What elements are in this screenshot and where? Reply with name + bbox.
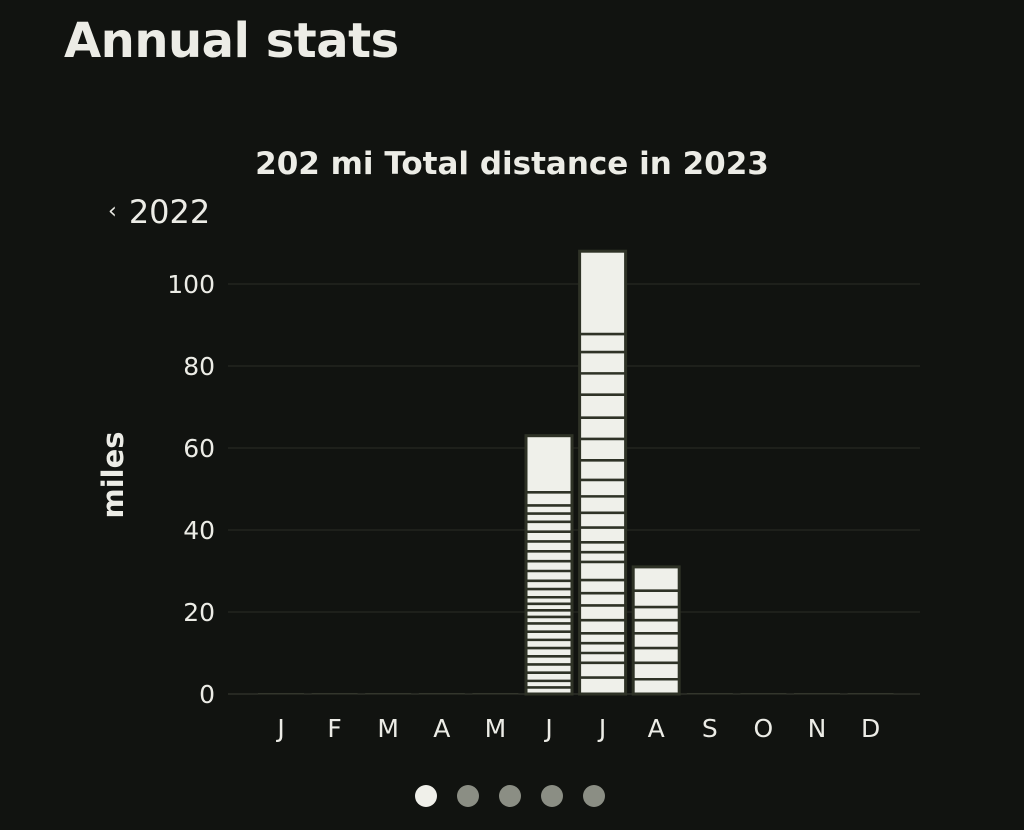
- bar: [578, 249, 628, 696]
- bar-group: [418, 693, 465, 695]
- x-tick-label: D: [861, 714, 880, 743]
- bar: [524, 434, 574, 696]
- bar-group: [365, 693, 412, 695]
- page-dot[interactable]: [499, 785, 521, 807]
- bar: [311, 693, 358, 695]
- x-tick-label: M: [377, 714, 399, 743]
- y-tick-label: 100: [167, 270, 215, 299]
- chart-title: 202 mi Total distance in 2023: [255, 146, 769, 182]
- bar: [686, 693, 733, 695]
- x-tick-label: J: [275, 714, 284, 743]
- chevron-left-icon: ‹: [108, 199, 117, 224]
- bar-group: [472, 693, 519, 695]
- bar-group: [794, 693, 840, 695]
- y-tick-label: 40: [183, 516, 215, 545]
- x-tick-label: J: [543, 714, 552, 743]
- bar-group: [686, 693, 733, 695]
- bar: [631, 565, 681, 696]
- bar-group: [847, 693, 894, 695]
- page-dot[interactable]: [541, 785, 563, 807]
- bar-group: [524, 434, 574, 696]
- bar-group: [578, 249, 628, 696]
- bar: [258, 693, 304, 695]
- y-tick-label: 20: [183, 598, 215, 627]
- x-tick-label: J: [597, 714, 606, 743]
- page-title: Annual stats: [64, 13, 399, 69]
- page-indicator: [415, 785, 605, 807]
- previous-year-button[interactable]: ‹ 2022: [108, 192, 210, 232]
- page-dot[interactable]: [415, 785, 437, 807]
- previous-year-label: 2022: [128, 193, 211, 231]
- bar: [847, 693, 894, 695]
- x-tick-label: O: [754, 714, 774, 743]
- x-tick-label: F: [327, 714, 341, 743]
- y-tick-label: 0: [199, 680, 215, 709]
- page-dot[interactable]: [457, 785, 479, 807]
- bar: [472, 693, 519, 695]
- bar-group: [258, 693, 304, 695]
- bar-group: [631, 565, 681, 696]
- x-tick-label: N: [808, 714, 827, 743]
- y-tick-label: 80: [183, 352, 215, 381]
- x-tick-label: A: [648, 714, 665, 743]
- x-tick-label: S: [702, 714, 718, 743]
- bar-group: [311, 693, 358, 695]
- x-tick-label: A: [433, 714, 450, 743]
- bar: [365, 693, 412, 695]
- y-tick-label: 60: [183, 434, 215, 463]
- bar-group: [740, 693, 787, 695]
- x-tick-label: M: [485, 714, 507, 743]
- bar: [740, 693, 787, 695]
- bar: [794, 693, 840, 695]
- page-dot[interactable]: [583, 785, 605, 807]
- bar: [418, 693, 465, 695]
